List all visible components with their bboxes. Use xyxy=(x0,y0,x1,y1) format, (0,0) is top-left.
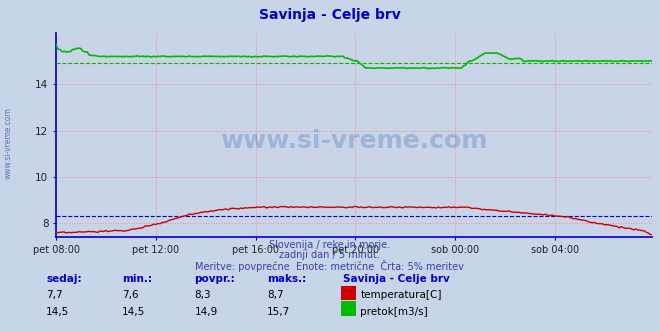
Text: pretok[m3/s]: pretok[m3/s] xyxy=(360,307,428,317)
Text: 15,7: 15,7 xyxy=(267,307,290,317)
Text: 8,7: 8,7 xyxy=(267,290,283,299)
Text: www.si-vreme.com: www.si-vreme.com xyxy=(221,129,488,153)
Text: sedaj:: sedaj: xyxy=(46,274,82,284)
Text: 8,3: 8,3 xyxy=(194,290,211,299)
Text: zadnji dan / 5 minut.: zadnji dan / 5 minut. xyxy=(279,250,380,260)
Text: Slovenija / reke in morje.: Slovenija / reke in morje. xyxy=(269,240,390,250)
Text: min.:: min.: xyxy=(122,274,152,284)
Text: 14,5: 14,5 xyxy=(46,307,69,317)
Text: 7,6: 7,6 xyxy=(122,290,138,299)
Text: temperatura[C]: temperatura[C] xyxy=(360,290,442,299)
Text: 14,9: 14,9 xyxy=(194,307,217,317)
Text: Savinja - Celje brv: Savinja - Celje brv xyxy=(258,8,401,22)
Text: www.si-vreme.com: www.si-vreme.com xyxy=(3,107,13,179)
Text: Savinja - Celje brv: Savinja - Celje brv xyxy=(343,274,449,284)
Text: Meritve: povprečne  Enote: metrične  Črta: 5% meritev: Meritve: povprečne Enote: metrične Črta:… xyxy=(195,260,464,272)
Text: 14,5: 14,5 xyxy=(122,307,145,317)
Text: maks.:: maks.: xyxy=(267,274,306,284)
Text: 7,7: 7,7 xyxy=(46,290,63,299)
Text: povpr.:: povpr.: xyxy=(194,274,235,284)
